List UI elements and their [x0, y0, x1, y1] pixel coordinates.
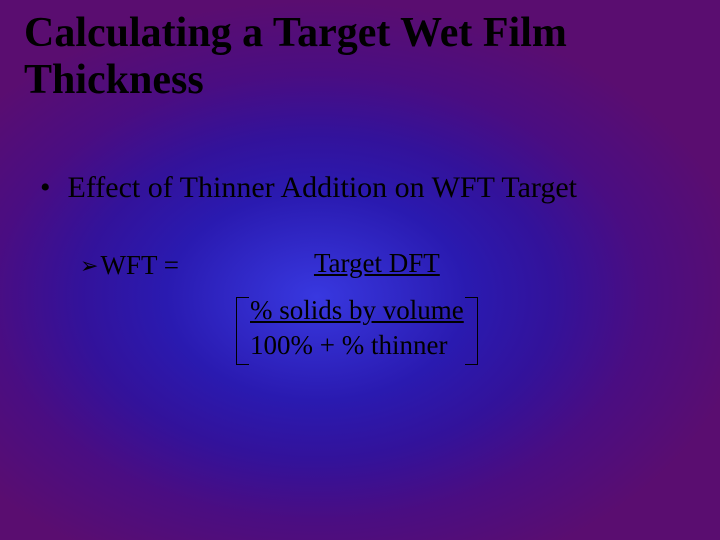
denominator-bottom: 100% + % thinner	[250, 328, 464, 361]
slide-title: Calculating a Target Wet Film Thickness	[24, 10, 696, 104]
denominator-top: % solids by volume	[250, 295, 464, 328]
bullet-text: Effect of Thinner Addition on WFT Target	[68, 170, 578, 206]
bracket-right-icon	[465, 297, 478, 365]
bullet-marker: •	[40, 170, 60, 206]
sub-bullet-row: ➢WFT =	[80, 250, 179, 281]
bullet-row: • Effect of Thinner Addition on WFT Targ…	[40, 170, 696, 206]
sub-bullet-text: WFT =	[100, 250, 178, 280]
slide: Calculating a Target Wet Film Thickness …	[0, 0, 720, 540]
arrow-icon: ➢	[80, 253, 98, 279]
bracket-left-icon	[236, 297, 249, 365]
formula-denominator: % solids by volume 100% + % thinner	[242, 289, 472, 367]
formula: Target DFT % solids by volume 100% + % t…	[242, 248, 472, 367]
formula-numerator: Target DFT	[282, 248, 472, 283]
